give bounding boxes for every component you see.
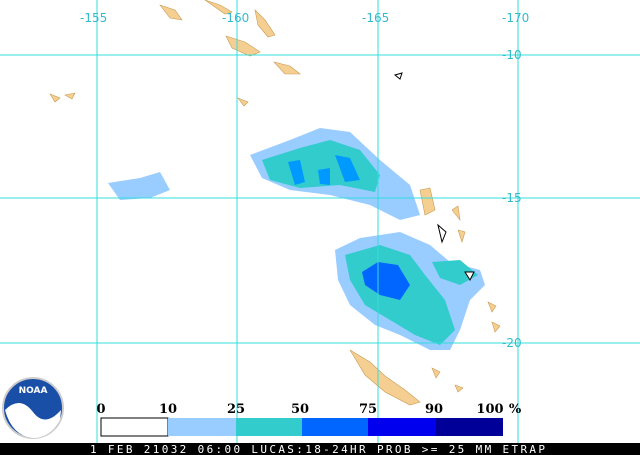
island xyxy=(159,4,183,21)
island xyxy=(273,61,301,75)
legend-label: 90 xyxy=(425,402,443,417)
legend: 0 10 25 50 75 90 100 % xyxy=(96,402,522,437)
prob-area xyxy=(288,155,360,185)
lon-label: -155 xyxy=(80,11,107,25)
legend-label: 75 xyxy=(359,402,377,417)
lat-label: -15 xyxy=(502,191,522,205)
legend-swatch xyxy=(368,418,436,436)
island xyxy=(204,0,233,15)
legend-swatch xyxy=(302,418,368,436)
lon-label: -170 xyxy=(502,11,529,25)
legend-swatch xyxy=(100,417,169,437)
legend-unit: % xyxy=(509,402,522,417)
legend-label: 0 xyxy=(96,402,105,417)
lat-label: -10 xyxy=(502,48,522,62)
legend-label: 10 xyxy=(159,402,177,417)
legend-swatch xyxy=(168,418,236,436)
legend-label: 50 xyxy=(291,402,309,417)
noaa-logo: NOAA xyxy=(2,377,64,439)
island xyxy=(349,349,421,406)
island xyxy=(431,301,501,393)
lon-label: -165 xyxy=(362,11,389,25)
land xyxy=(49,0,501,406)
footer-bar xyxy=(0,443,640,455)
prob-area xyxy=(108,172,170,200)
logo-text: NOAA xyxy=(19,386,48,396)
island xyxy=(419,187,466,243)
island xyxy=(225,35,261,57)
legend-swatch xyxy=(236,418,302,436)
probability-field xyxy=(108,128,485,350)
logo-wave xyxy=(5,402,61,438)
island xyxy=(49,92,76,103)
legend-label: 25 xyxy=(227,402,245,417)
legend-swatch xyxy=(436,418,503,436)
graticule: -155 -160 -165 -170 -10 -15 -20 xyxy=(0,0,640,443)
legend-label: 100 xyxy=(476,402,503,417)
prob-area xyxy=(362,262,410,300)
lat-label: -20 xyxy=(502,336,522,350)
lon-label: -160 xyxy=(222,11,249,25)
island xyxy=(237,97,249,107)
island xyxy=(254,9,276,38)
island xyxy=(393,72,475,282)
prob-area xyxy=(432,260,478,285)
footer-text: 1 FEB 21032 06:00 LUCAS:18-24HR PROB >= … xyxy=(90,443,545,455)
